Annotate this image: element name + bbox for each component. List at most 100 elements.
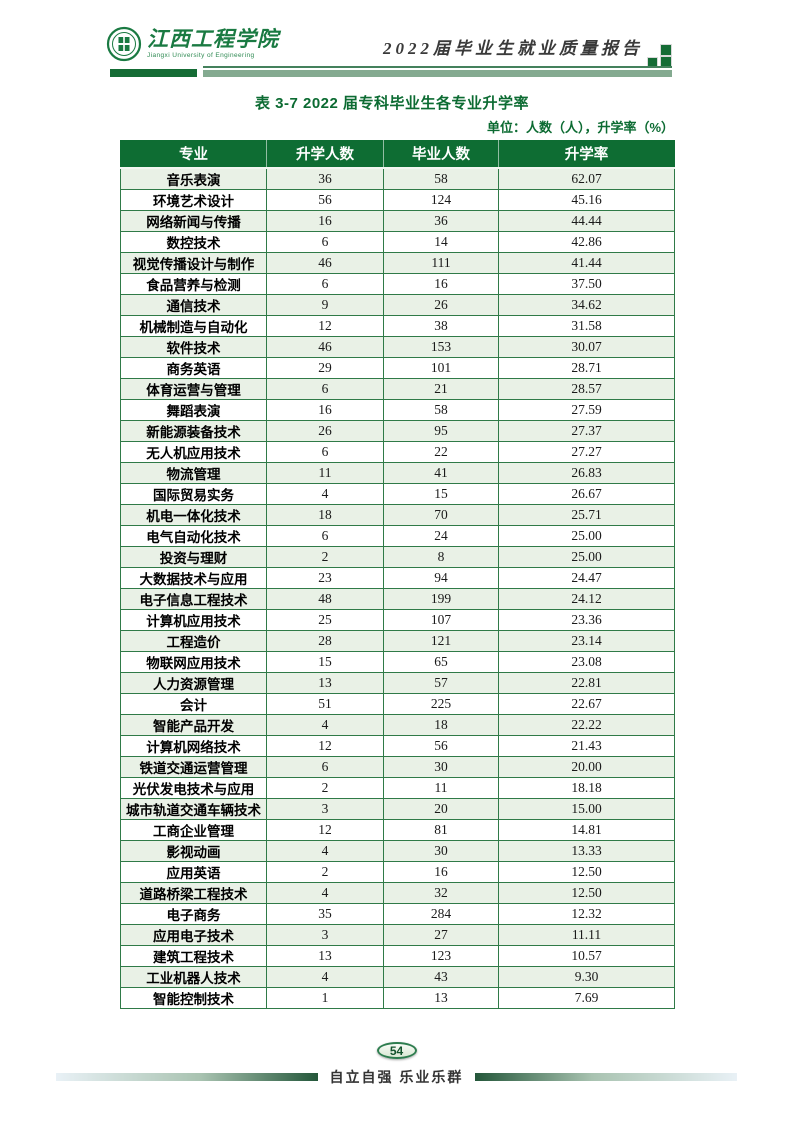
value-cell: 41.44 (498, 251, 675, 274)
value-cell: 9.30 (498, 965, 675, 988)
table-row: 应用英语 2 16 12.50 (120, 860, 675, 883)
value-cell: 15 (266, 650, 384, 673)
value-cell: 124 (383, 188, 499, 211)
value-cell: 26 (266, 419, 384, 442)
value-cell: 12.50 (498, 881, 675, 904)
value-cell: 13 (266, 671, 384, 694)
table-row: 影视动画 4 30 13.33 (120, 839, 675, 862)
major-cell: 计算机网络技术 (120, 734, 267, 757)
table-row: 电气自动化技术 6 24 25.00 (120, 524, 675, 547)
table-row: 智能产品开发 4 18 22.22 (120, 713, 675, 736)
major-cell: 机械制造与自动化 (120, 314, 267, 337)
value-cell: 65 (383, 650, 499, 673)
major-cell: 工程造价 (120, 629, 267, 652)
table-row: 国际贸易实务 4 15 26.67 (120, 482, 675, 505)
logo-cn-text: 江西工程学院 (147, 27, 279, 51)
table-row: 物流管理 11 41 26.83 (120, 461, 675, 484)
value-cell: 28.57 (498, 377, 675, 400)
value-cell: 11 (383, 776, 499, 799)
value-cell: 48 (266, 587, 384, 610)
value-cell: 28.71 (498, 356, 675, 379)
value-cell: 13 (383, 986, 499, 1009)
major-cell: 投资与理财 (120, 545, 267, 568)
value-cell: 6 (266, 755, 384, 778)
value-cell: 6 (266, 272, 384, 295)
footer-slogan: 自立自强 乐业乐群 (329, 1069, 464, 1085)
value-cell: 32 (383, 881, 499, 904)
square-icon (660, 44, 672, 56)
value-cell: 27.27 (498, 440, 675, 463)
value-cell: 25.71 (498, 503, 675, 526)
major-cell: 网络新闻与传播 (120, 209, 267, 232)
table-row: 商务英语 29 101 28.71 (120, 356, 675, 379)
value-cell: 123 (383, 944, 499, 967)
value-cell: 81 (383, 818, 499, 841)
value-cell: 3 (266, 797, 384, 820)
value-cell: 25.00 (498, 524, 675, 547)
table-row: 音乐表演 36 58 62.07 (120, 167, 675, 190)
value-cell: 6 (266, 440, 384, 463)
slogan-bar-left (55, 1073, 318, 1081)
value-cell: 16 (266, 398, 384, 421)
header-divider-sage-bar (203, 70, 672, 77)
table-row: 无人机应用技术 6 22 27.27 (120, 440, 675, 463)
table-row: 智能控制技术 1 13 7.69 (120, 986, 675, 1009)
value-cell: 24 (383, 524, 499, 547)
value-cell: 46 (266, 251, 384, 274)
value-cell: 34.62 (498, 293, 675, 316)
value-cell: 4 (266, 965, 384, 988)
table-row: 新能源装备技术 26 95 27.37 (120, 419, 675, 442)
major-cell: 数控技术 (120, 230, 267, 253)
value-cell: 284 (383, 902, 499, 925)
table-row: 投资与理财 2 8 25.00 (120, 545, 675, 568)
value-cell: 24.47 (498, 566, 675, 589)
value-cell: 12 (266, 818, 384, 841)
major-cell: 机电一体化技术 (120, 503, 267, 526)
column-header-graduates: 毕业人数 (383, 140, 499, 169)
value-cell: 23.14 (498, 629, 675, 652)
value-cell: 12 (266, 734, 384, 757)
major-cell: 大数据技术与应用 (120, 566, 267, 589)
value-cell: 95 (383, 419, 499, 442)
table-row: 工业机器人技术 4 43 9.30 (120, 965, 675, 988)
value-cell: 23.08 (498, 650, 675, 673)
value-cell: 12.32 (498, 902, 675, 925)
value-cell: 26 (383, 293, 499, 316)
value-cell: 6 (266, 524, 384, 547)
value-cell: 225 (383, 692, 499, 715)
value-cell: 56 (266, 188, 384, 211)
value-cell: 14 (383, 230, 499, 253)
table-row: 工商企业管理 12 81 14.81 (120, 818, 675, 841)
major-cell: 智能产品开发 (120, 713, 267, 736)
major-cell: 食品营养与检测 (120, 272, 267, 295)
page-number-badge: 54 (376, 1042, 417, 1059)
major-cell: 电气自动化技术 (120, 524, 267, 547)
column-header-enrolled: 升学人数 (266, 140, 384, 169)
unit-note: 单位：人数（人），升学率（%） (486, 120, 674, 135)
value-cell: 6 (266, 377, 384, 400)
value-cell: 42.86 (498, 230, 675, 253)
value-cell: 94 (383, 566, 499, 589)
major-cell: 工商企业管理 (120, 818, 267, 841)
slogan-bar-right (475, 1073, 738, 1081)
value-cell: 36 (266, 167, 384, 190)
value-cell: 36 (383, 209, 499, 232)
value-cell: 121 (383, 629, 499, 652)
value-cell: 14.81 (498, 818, 675, 841)
value-cell: 12 (266, 314, 384, 337)
value-cell: 107 (383, 608, 499, 631)
major-cell: 通信技术 (120, 293, 267, 316)
table-row: 应用电子技术 3 27 11.11 (120, 923, 675, 946)
value-cell: 24.12 (498, 587, 675, 610)
value-cell: 11 (266, 461, 384, 484)
value-cell: 57 (383, 671, 499, 694)
major-cell: 计算机应用技术 (120, 608, 267, 631)
logo-en-text: Jiangxi University of Engineering (147, 52, 255, 59)
value-cell: 101 (383, 356, 499, 379)
major-cell: 体育运营与管理 (120, 377, 267, 400)
table-row: 建筑工程技术 13 123 10.57 (120, 944, 675, 967)
value-cell: 22.22 (498, 713, 675, 736)
major-cell: 视觉传播设计与制作 (120, 251, 267, 274)
table-row: 机电一体化技术 18 70 25.71 (120, 503, 675, 526)
major-cell: 道路桥梁工程技术 (120, 881, 267, 904)
